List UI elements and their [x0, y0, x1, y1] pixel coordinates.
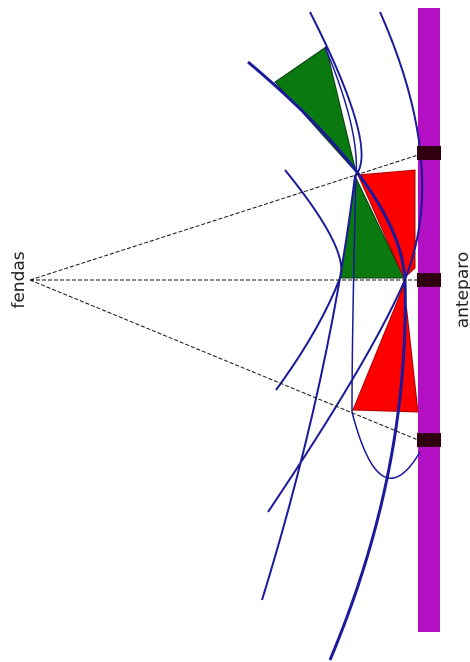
screen-bar	[418, 8, 440, 632]
slit	[417, 433, 441, 447]
ray	[29, 279, 419, 441]
screen-label: anteparo	[453, 252, 470, 329]
arc	[275, 169, 343, 391]
arc	[261, 11, 363, 601]
green-region	[274, 46, 357, 173]
slits-label: fendas	[9, 251, 29, 308]
arc	[324, 46, 421, 480]
arc	[247, 60, 407, 661]
ray	[29, 154, 419, 281]
slit	[417, 273, 441, 287]
red-region	[352, 284, 419, 413]
rays	[29, 154, 419, 441]
arc	[267, 11, 424, 513]
wavefronts	[247, 11, 424, 661]
slit	[417, 146, 441, 160]
